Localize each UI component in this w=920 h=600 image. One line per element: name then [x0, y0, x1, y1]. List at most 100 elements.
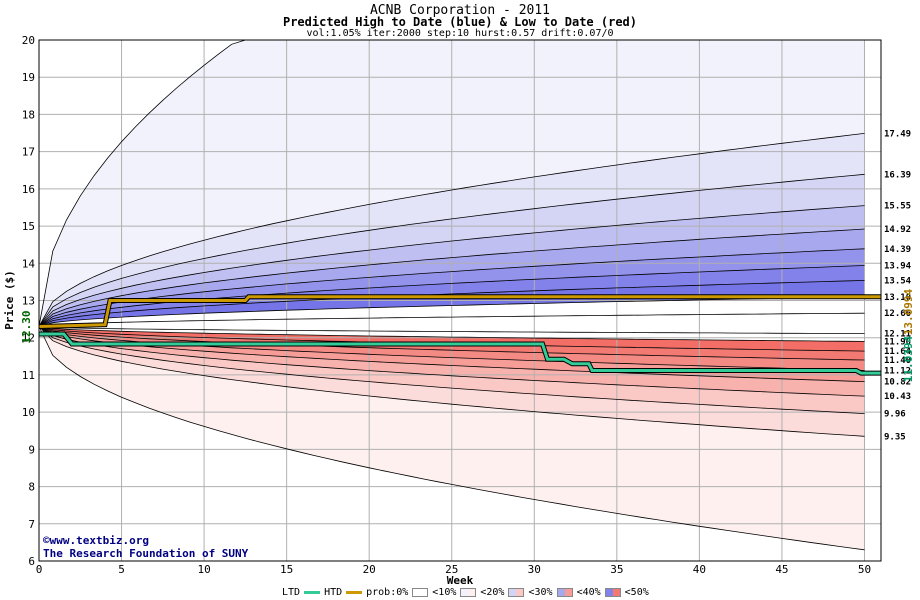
y-tick-20: 20: [22, 34, 35, 47]
legend-htd-label: HTD: [324, 587, 343, 598]
contour-line: [38, 296, 865, 327]
x-tick-labels: 0 5 10 15 20 25 30 35 40 45 50: [36, 563, 871, 576]
legend-40-label: <40%: [576, 587, 601, 598]
x-tick-5: 5: [118, 563, 125, 576]
contour-line: [38, 326, 865, 334]
x-tick-45: 45: [775, 563, 788, 576]
y-tick-6: 6: [28, 555, 35, 568]
credit-organization: The Research Foundation of SUNY: [43, 547, 249, 560]
legend-10-label: <10%: [432, 587, 457, 598]
level-label: 13.54: [884, 276, 912, 286]
contour-line: [38, 280, 865, 327]
y-tick-16: 16: [22, 183, 35, 196]
y-tick-13: 13: [22, 295, 35, 308]
level-label: 16.39: [884, 170, 911, 180]
legend-htd-swatch: [346, 591, 363, 594]
x-tick-15: 15: [280, 563, 293, 576]
contour-line: [38, 133, 865, 327]
contour-line: [38, 326, 865, 551]
series-ltd: [39, 332, 881, 375]
legend-20-label: <20%: [480, 587, 505, 598]
level-label: 11.64: [884, 347, 912, 357]
y-tick-19: 19: [22, 71, 35, 84]
legend: LTD HTD prob:0% <10% <20% <30% <40% <50%: [282, 587, 649, 598]
level-label: 15.55: [884, 202, 911, 212]
legend-40-swatch: [604, 588, 621, 597]
x-tick-35: 35: [610, 563, 623, 576]
x-tick-20: 20: [363, 563, 376, 576]
chart-title: ACNB Corporation - 2011: [369, 3, 550, 18]
y-axis-label: Price ($): [3, 270, 16, 330]
y-tick-11: 11: [22, 369, 35, 382]
chart-parameters: vol:1.05% iter:2000 step:10 hurst:0.57 d…: [306, 28, 614, 39]
lower-band-6: [39, 326, 865, 360]
level-label: 9.35: [884, 432, 906, 442]
y-tick-8: 8: [28, 481, 35, 494]
contour-line: [38, 326, 865, 382]
legend-10-swatch: [460, 588, 477, 597]
legend-ltd-swatch: [304, 591, 321, 594]
legend-20-swatch: [508, 588, 525, 597]
credit-website: ©www.textbiz.org: [43, 534, 149, 547]
x-tick-40: 40: [693, 563, 706, 576]
legend-30-swatch: [556, 588, 573, 597]
y-tick-9: 9: [28, 443, 35, 456]
upper-band-2: [39, 174, 865, 327]
start-price-label: 12.30: [20, 310, 33, 343]
level-label: 11.90: [884, 337, 911, 347]
lower-band-5: [39, 326, 865, 371]
x-tick-0: 0: [36, 563, 43, 576]
legend-0-swatch: [412, 588, 429, 597]
y-tick-10: 10: [22, 406, 35, 419]
upper-band-4: [39, 229, 865, 327]
chart-subtitle: Predicted High to Date (blue) & Low to D…: [282, 15, 637, 29]
level-label: 10.43: [884, 392, 911, 402]
level-label: 17.49: [884, 129, 911, 139]
level-label: 14.92: [884, 225, 911, 235]
contour-line: [38, 228, 865, 327]
y-tick-17: 17: [22, 146, 35, 159]
contour-line: [38, 248, 865, 327]
right-level-labels: 17.49 16.39 15.55 14.92 14.39 13.94 13.54 13.10…: [884, 129, 912, 442]
y-tick-7: 7: [28, 518, 35, 531]
contour-line: [38, 326, 865, 397]
x-axis-label: Week: [447, 574, 474, 587]
level-label: 13.94: [884, 262, 912, 272]
level-label: 12.11: [884, 330, 911, 340]
x-tick-50: 50: [858, 563, 871, 576]
x-tick-25: 25: [445, 563, 458, 576]
level-label: 11.12: [884, 366, 911, 376]
x-tick-30: 30: [528, 563, 541, 576]
contour-line: [38, 326, 865, 437]
legend-prob-label: prob:0%: [366, 587, 409, 598]
x-tick-10: 10: [197, 563, 210, 576]
lower-band-2: [39, 326, 865, 414]
y-tick-15: 15: [22, 220, 35, 233]
lower-band-1: [39, 326, 865, 437]
lower-band-4: [39, 326, 865, 382]
legend-50-label: <50%: [624, 587, 649, 598]
upper-band-1: [39, 133, 865, 327]
contour-line: [38, 326, 865, 361]
level-label: 14.39: [884, 245, 911, 255]
ltd-final-label: 11.0394: [902, 335, 915, 382]
y-tick-18: 18: [22, 108, 35, 121]
legend-30-label: <30%: [528, 587, 553, 598]
level-label: 13.10: [884, 293, 911, 303]
contour-line: [38, 326, 865, 342]
level-label: 11.40: [884, 356, 911, 366]
upper-band-5: [39, 248, 865, 327]
series-htd: [38, 295, 881, 328]
contour-line: [38, 326, 865, 414]
level-label: 12.66: [884, 309, 911, 319]
y-tick-14: 14: [22, 257, 36, 270]
lower-band-3: [39, 326, 865, 397]
level-label: 9.96: [884, 410, 906, 420]
upper-band-6: [39, 265, 865, 327]
contour-line: [38, 173, 865, 327]
legend-ltd-label: LTD: [282, 587, 301, 598]
htd-final-label: 13.0994: [902, 288, 915, 335]
y-tick-labels: 6 7 8 9 10 11 12 13 14 15 16 17 18 19 20: [22, 34, 36, 568]
level-label: 10.82: [884, 378, 911, 388]
